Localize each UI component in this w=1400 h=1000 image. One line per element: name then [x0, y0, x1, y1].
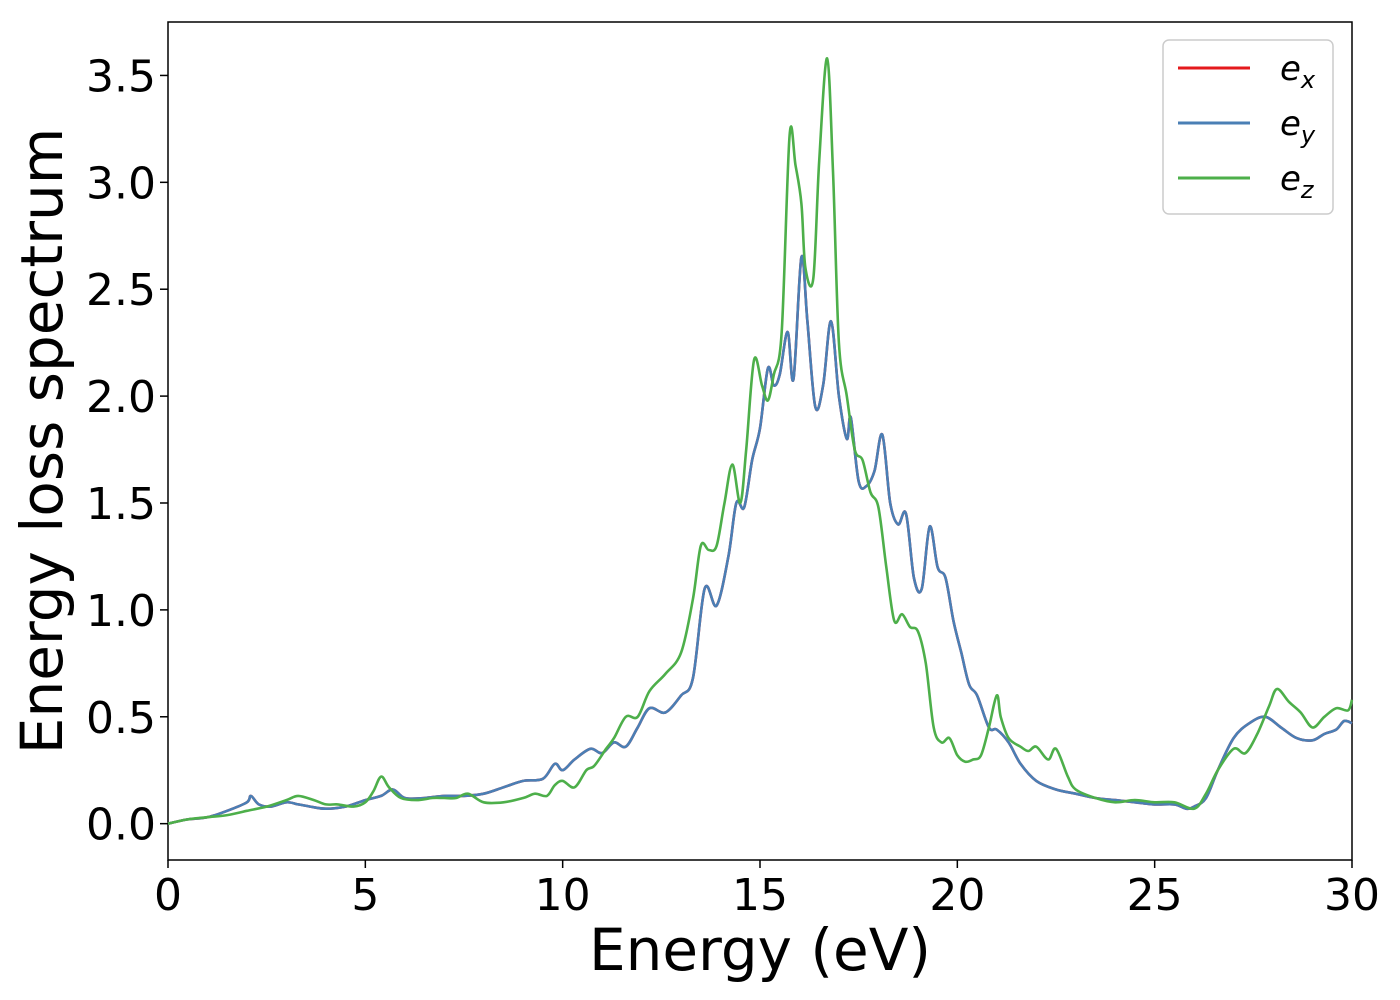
- y-tick-label: 0.5: [86, 693, 156, 744]
- x-tick-label: 15: [732, 870, 788, 921]
- series-group: [167, 56, 1354, 825]
- legend: ex ey ez: [1162, 39, 1334, 215]
- x-tick-label: 20: [929, 870, 985, 921]
- x-tick-label: 25: [1127, 870, 1183, 921]
- x-tick-label: 5: [351, 870, 379, 921]
- y-tick-label: 3.0: [86, 158, 156, 209]
- x-tick-label: 10: [535, 870, 591, 921]
- legend-label-e_z: ez: [1280, 159, 1315, 204]
- x-axis: 0 5 10 15 20 25 30: [154, 860, 1380, 921]
- y-tick-label: 2.5: [86, 265, 156, 316]
- legend-frame: [1162, 39, 1334, 215]
- legend-label-e_y: ey: [1280, 104, 1316, 149]
- y-axis: 0.0 0.5 1.0 1.5 2.0 2.5 3.0 3.5: [86, 51, 168, 851]
- y-tick-label: 2.0: [86, 372, 156, 423]
- x-tick-label: 30: [1324, 870, 1380, 921]
- x-tick-label: 0: [154, 870, 182, 921]
- y-tick-label: 1.0: [86, 586, 156, 637]
- x-axis-title: Energy (eV): [589, 916, 931, 984]
- y-axis-title: Energy loss spectrum: [8, 128, 76, 754]
- legend-label-e_x: ex: [1280, 49, 1316, 94]
- plot-area: [167, 21, 1353, 861]
- y-tick-label: 0.0: [86, 800, 156, 851]
- series-line-e_z: [167, 56, 1354, 825]
- y-tick-label: 3.5: [86, 51, 156, 102]
- y-tick-label: 1.5: [86, 479, 156, 530]
